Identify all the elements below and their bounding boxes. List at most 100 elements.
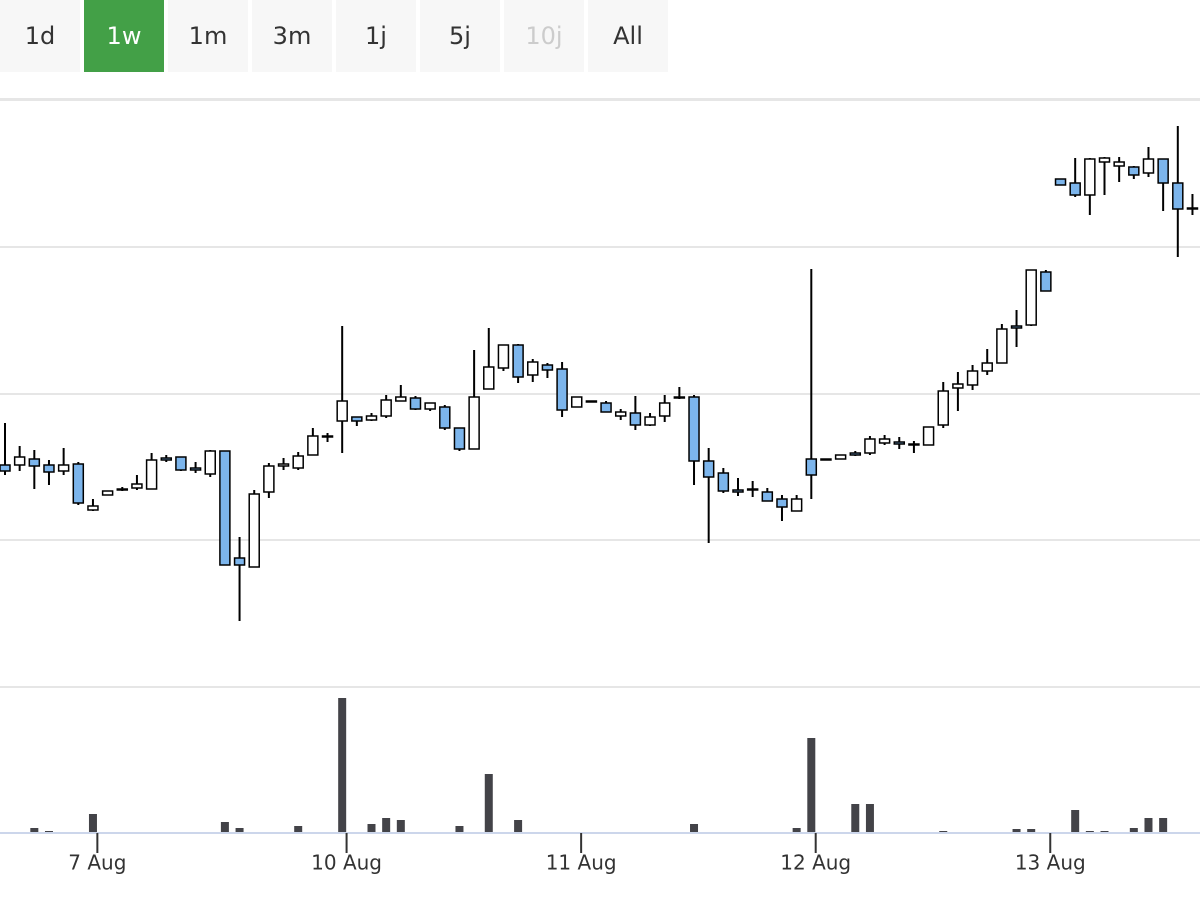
candle-body <box>776 498 788 508</box>
candle <box>849 451 862 456</box>
candle <box>131 475 143 490</box>
candle <box>688 395 700 485</box>
volume-bar <box>1159 818 1168 833</box>
range-button[interactable]: 1d <box>0 0 80 72</box>
candle <box>189 462 202 473</box>
candle <box>248 490 260 568</box>
candle-body <box>1113 161 1125 167</box>
candle-body <box>1069 182 1081 196</box>
candle <box>614 409 627 420</box>
candle-body <box>248 493 260 568</box>
candle-body <box>439 406 451 429</box>
candle-body <box>600 402 612 413</box>
candle-body <box>512 344 524 378</box>
candle-body <box>746 488 759 491</box>
candle <box>746 481 759 497</box>
candle <box>1025 269 1037 326</box>
candle <box>233 537 246 621</box>
volume-bar <box>514 820 523 833</box>
candle-body <box>644 416 656 426</box>
candle <box>365 413 378 421</box>
candle-body <box>996 328 1008 364</box>
candle <box>1054 178 1067 186</box>
range-button[interactable]: All <box>588 0 668 72</box>
candle <box>512 344 524 383</box>
candle <box>673 387 686 399</box>
volume-bar <box>1071 810 1080 833</box>
candle-body <box>307 435 319 456</box>
candle <box>277 458 290 470</box>
candle <box>351 416 363 426</box>
candle <box>1010 310 1023 347</box>
candle <box>483 328 495 390</box>
candle-body <box>585 400 598 403</box>
volume-bar <box>30 828 39 833</box>
volume-bar <box>220 822 229 833</box>
volume-bar <box>851 804 860 833</box>
candle-body <box>834 454 847 460</box>
range-button[interactable]: 1w <box>84 0 164 72</box>
volume-bar <box>865 804 874 833</box>
candle-body <box>952 383 964 389</box>
candle-body <box>160 457 173 461</box>
range-button[interactable]: 1m <box>168 0 248 72</box>
candle-body <box>1025 269 1037 326</box>
candle <box>732 478 744 496</box>
x-tick-label: 7 Aug <box>68 851 126 875</box>
candle <box>702 448 715 543</box>
candle-body <box>629 412 642 426</box>
candle-body <box>380 399 392 417</box>
candle-body <box>28 458 41 467</box>
candle <box>263 463 275 498</box>
range-button[interactable]: 1j <box>336 0 416 72</box>
candle-body <box>614 411 627 417</box>
candle-body <box>365 415 378 421</box>
candle <box>497 344 510 371</box>
candle-body <box>922 426 935 446</box>
candle <box>87 499 99 511</box>
candle-body <box>321 435 334 438</box>
volume-bar <box>88 814 97 833</box>
range-button[interactable]: 5j <box>420 0 500 72</box>
candle-body <box>864 438 876 454</box>
candle-body <box>219 450 231 566</box>
candle-body <box>688 396 700 462</box>
candle <box>468 350 480 450</box>
candle-body <box>717 472 730 492</box>
candle <box>28 450 41 489</box>
range-button[interactable]: 3m <box>252 0 332 72</box>
candle <box>72 462 85 505</box>
candle <box>336 326 348 453</box>
candle-body <box>263 465 275 493</box>
candle <box>878 435 891 445</box>
candle-body <box>292 455 304 469</box>
candle-body <box>732 489 744 493</box>
candle-body <box>468 396 480 450</box>
candle <box>1128 166 1140 179</box>
candle <box>790 495 803 512</box>
candle-body <box>483 366 495 390</box>
candle <box>1040 270 1052 292</box>
candle <box>556 362 568 417</box>
candle-body <box>1040 271 1052 292</box>
candle-body <box>966 370 979 386</box>
candle <box>1172 126 1184 257</box>
candle <box>893 437 906 449</box>
candle-body <box>1054 178 1067 186</box>
candle <box>776 495 788 521</box>
candle <box>453 427 466 451</box>
volume-bar <box>396 820 405 833</box>
candle <box>13 446 26 471</box>
volume-bar <box>1012 829 1021 833</box>
candle-body <box>1084 158 1096 196</box>
candle <box>439 405 451 430</box>
candle <box>864 436 876 455</box>
candle-body <box>175 456 187 471</box>
candle-body <box>336 400 348 422</box>
candle <box>1113 157 1125 182</box>
candle-body <box>541 364 554 371</box>
volume-bar <box>792 828 801 833</box>
candle <box>922 426 935 446</box>
candle <box>996 324 1008 364</box>
